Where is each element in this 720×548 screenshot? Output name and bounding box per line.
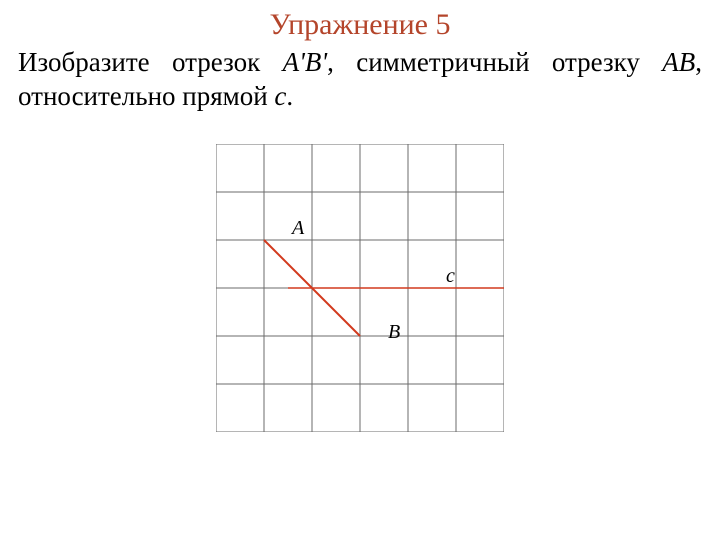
prompt-text-run: , симметричный отрезку — [327, 47, 662, 77]
geometry-diagram: A Bc — [216, 144, 504, 432]
label-c: c — [446, 265, 455, 287]
prompt-text-run: Изобразите отрезок — [18, 47, 283, 77]
prompt-italic-run: A'B' — [283, 47, 328, 77]
label-B: B — [388, 321, 400, 343]
diagram-container: A Bc — [0, 144, 720, 432]
prompt-italic-run: c — [274, 81, 286, 111]
exercise-title: Упражнение 5 — [0, 8, 720, 42]
prompt-italic-run: AB — [662, 47, 695, 77]
label-A: A — [290, 217, 305, 239]
prompt-text-run: . — [286, 81, 293, 111]
exercise-prompt: Изобразите отрезок A'B', симметричный от… — [0, 42, 720, 114]
